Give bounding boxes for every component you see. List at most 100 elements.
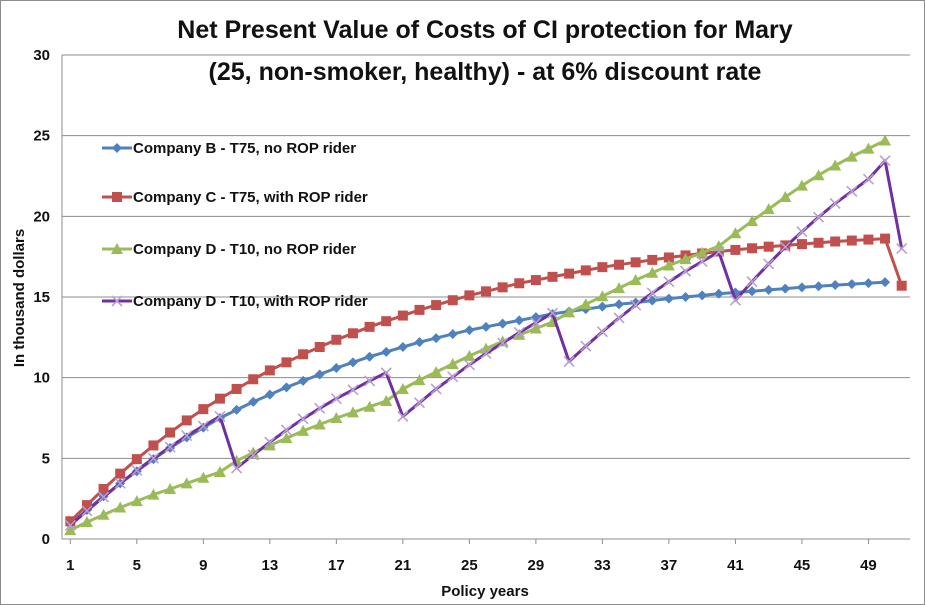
data-point-s2-x27 bbox=[497, 282, 508, 293]
data-point-s3-x42 bbox=[746, 215, 759, 227]
x-tick-label-9: 9 bbox=[199, 557, 207, 574]
data-point-s2-x16 bbox=[314, 342, 325, 353]
x-tick-label-29: 29 bbox=[528, 557, 545, 574]
data-point-s3-x44 bbox=[779, 190, 792, 202]
data-point-s4-x5 bbox=[131, 464, 143, 476]
data-point-s4-x9 bbox=[197, 420, 209, 432]
data-point-s1-x37 bbox=[663, 293, 674, 304]
data-point-s3-x35 bbox=[629, 274, 642, 286]
data-point-s3-x18 bbox=[346, 406, 359, 418]
data-point-s2-x36 bbox=[647, 254, 658, 265]
data-point-s1-x15 bbox=[298, 375, 309, 386]
data-point-s4-x2 bbox=[81, 505, 93, 517]
data-point-s2-x22 bbox=[414, 304, 425, 315]
data-point-s4-x14 bbox=[280, 424, 293, 436]
y-tick-label-10: 10 bbox=[33, 370, 50, 387]
data-point-s2-x3 bbox=[98, 483, 109, 494]
legend-item-3: Company D - T10, no ROP rider bbox=[102, 241, 356, 258]
data-point-s3-x34 bbox=[613, 282, 626, 294]
data-point-s4-x43 bbox=[763, 258, 775, 270]
data-point-s3-x24 bbox=[446, 357, 459, 369]
data-point-s1-x20 bbox=[381, 346, 392, 357]
data-point-s3-x8 bbox=[180, 477, 193, 489]
data-point-s3-x41 bbox=[729, 227, 742, 239]
data-point-s1-x50 bbox=[880, 277, 891, 288]
data-point-s3-x33 bbox=[596, 290, 609, 302]
data-point-s3-x13 bbox=[263, 439, 276, 451]
series-4 bbox=[64, 155, 908, 531]
data-point-s2-x5 bbox=[131, 454, 142, 465]
data-point-s1-x36 bbox=[647, 295, 658, 306]
data-point-s1-x27 bbox=[497, 318, 508, 329]
data-point-s1-x25 bbox=[464, 325, 475, 336]
data-point-s2-x30 bbox=[547, 271, 558, 282]
data-point-s2-x4 bbox=[115, 468, 126, 479]
chart-title-line1: Net Present Value of Costs of CI protect… bbox=[177, 16, 793, 44]
data-point-s4-x17 bbox=[330, 393, 342, 405]
data-point-s3-x28 bbox=[513, 328, 526, 340]
data-point-s4-x28 bbox=[513, 326, 525, 339]
legend-label-2: Company C - T75, with ROP rider bbox=[133, 189, 368, 206]
data-point-s4-x42 bbox=[746, 276, 758, 288]
data-point-s3-x23 bbox=[430, 366, 443, 378]
y-tick-label-15: 15 bbox=[33, 289, 50, 306]
x-tick-label-49: 49 bbox=[860, 557, 877, 574]
data-point-s1-x14 bbox=[281, 382, 292, 393]
data-point-s1-x28 bbox=[514, 315, 525, 326]
x-tick-label-25: 25 bbox=[461, 557, 478, 574]
x-axis-label: Policy years bbox=[441, 583, 529, 600]
data-point-s2-x51 bbox=[896, 280, 907, 291]
legend-item-1: Company B - T75, no ROP rider bbox=[102, 140, 356, 157]
data-point-s1-x18 bbox=[347, 357, 358, 368]
data-point-s1-x45 bbox=[796, 282, 807, 293]
data-point-s3-x39 bbox=[696, 246, 709, 258]
x-tick-label-13: 13 bbox=[261, 557, 278, 574]
data-point-s1-x13 bbox=[264, 389, 275, 400]
data-point-s4-x26 bbox=[480, 347, 492, 360]
data-point-s3-x36 bbox=[646, 266, 659, 278]
data-point-s3-x47 bbox=[829, 159, 842, 171]
data-point-s1-x40 bbox=[713, 288, 724, 299]
data-point-s2-x13 bbox=[264, 365, 275, 376]
data-point-s4-x38 bbox=[679, 265, 692, 277]
data-point-s1-x19 bbox=[364, 351, 375, 362]
data-point-s4-x49 bbox=[862, 173, 874, 185]
data-point-s1-x43 bbox=[763, 284, 774, 295]
data-point-s3-x17 bbox=[330, 412, 343, 423]
data-point-s2-x37 bbox=[663, 252, 674, 263]
data-point-s1-x33 bbox=[597, 301, 608, 312]
data-point-s3-x4 bbox=[114, 501, 127, 513]
data-point-s2-x43 bbox=[763, 241, 774, 252]
data-point-s3-x5 bbox=[130, 495, 143, 507]
data-point-s2-x11 bbox=[231, 383, 242, 394]
data-point-s4-x32 bbox=[580, 340, 592, 352]
legend-marker-4 bbox=[111, 295, 123, 307]
y-tick-label-30: 30 bbox=[33, 47, 50, 64]
data-point-s1-x23 bbox=[431, 333, 442, 344]
data-point-s2-x31 bbox=[564, 268, 575, 279]
legend-marker-3 bbox=[111, 243, 123, 254]
data-point-s1-x24 bbox=[447, 329, 458, 340]
x-tick-label-17: 17 bbox=[328, 557, 345, 574]
data-point-s2-x15 bbox=[298, 349, 309, 360]
data-point-s4-x21 bbox=[397, 410, 409, 422]
data-point-s4-x15 bbox=[297, 413, 309, 425]
data-point-s3-x20 bbox=[380, 395, 393, 407]
data-point-s2-x18 bbox=[347, 328, 358, 339]
data-point-s2-x7 bbox=[165, 427, 176, 438]
data-point-s4-x18 bbox=[347, 384, 359, 396]
data-point-s3-x48 bbox=[845, 150, 858, 162]
data-point-s4-x1 bbox=[64, 519, 76, 531]
data-point-s2-x34 bbox=[614, 259, 625, 270]
series-1 bbox=[65, 277, 891, 530]
data-point-s4-x33 bbox=[596, 326, 608, 338]
y-tick-label-5: 5 bbox=[42, 450, 50, 467]
data-point-s2-x6 bbox=[148, 440, 159, 451]
data-point-s3-x43 bbox=[762, 203, 775, 215]
data-point-s2-x8 bbox=[181, 415, 192, 426]
data-point-s3-x45 bbox=[795, 179, 808, 191]
data-point-s2-x14 bbox=[281, 357, 292, 368]
data-point-s4-x50 bbox=[879, 155, 891, 167]
